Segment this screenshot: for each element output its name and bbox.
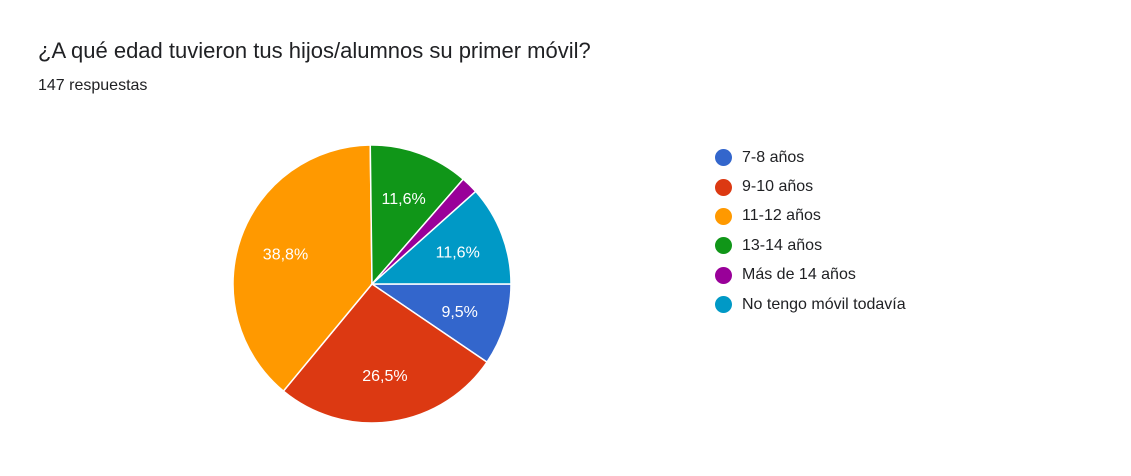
pie-slice-6[interactable] (370, 190, 512, 285)
pie-slice-labels: 9,5% 26,5% 38,8% 11,6% 11,6% (263, 191, 480, 385)
chart-title: ¿A qué edad tuvieron tus hijos/alumnos s… (38, 38, 591, 63)
legend-item[interactable]: 7-8 años (715, 143, 906, 172)
pie-slice-4[interactable] (369, 144, 465, 286)
legend-item[interactable]: Más de 14 años (715, 261, 906, 290)
legend-item[interactable]: 9-10 años (715, 172, 906, 201)
legend-label: 9-10 años (742, 178, 814, 196)
pie-slice-1[interactable] (369, 283, 512, 364)
slice-label-1: 9,5% (441, 304, 477, 321)
legend-swatch (715, 237, 732, 255)
pie-slice-2[interactable] (282, 282, 489, 424)
legend-swatch (715, 149, 732, 167)
pie-slices (232, 144, 512, 424)
slice-label-4: 11,6% (382, 191, 426, 208)
legend-label: 13-14 años (742, 236, 823, 254)
pie-chart: 9,5% 26,5% 38,8% 11,6% 11,6% (232, 144, 512, 424)
legend-swatch (715, 178, 732, 196)
legend-item[interactable]: No tengo móvil todavía (715, 290, 906, 319)
legend-item[interactable]: 13-14 años (715, 231, 906, 260)
legend-item[interactable]: 11-12 años (715, 202, 906, 231)
legend-swatch (715, 266, 732, 284)
legend-label: 11-12 años (742, 207, 821, 225)
pie-slice-3[interactable] (232, 144, 373, 393)
legend-swatch (715, 296, 732, 314)
response-count: 147 respuestas (38, 77, 148, 94)
chart-legend: 7-8 años 9-10 años 11-12 años 13-14 años Más… (715, 143, 906, 319)
legend-label: No tengo móvil todavía (742, 295, 906, 313)
legend-label: Más de 14 años (742, 266, 856, 284)
legend-label: 7-8 años (742, 148, 805, 166)
slice-label-2: 26,5% (362, 368, 407, 385)
legend-swatch (715, 207, 732, 225)
slice-label-6: 11,6% (436, 244, 480, 261)
slice-label-3: 38,8% (263, 246, 308, 263)
